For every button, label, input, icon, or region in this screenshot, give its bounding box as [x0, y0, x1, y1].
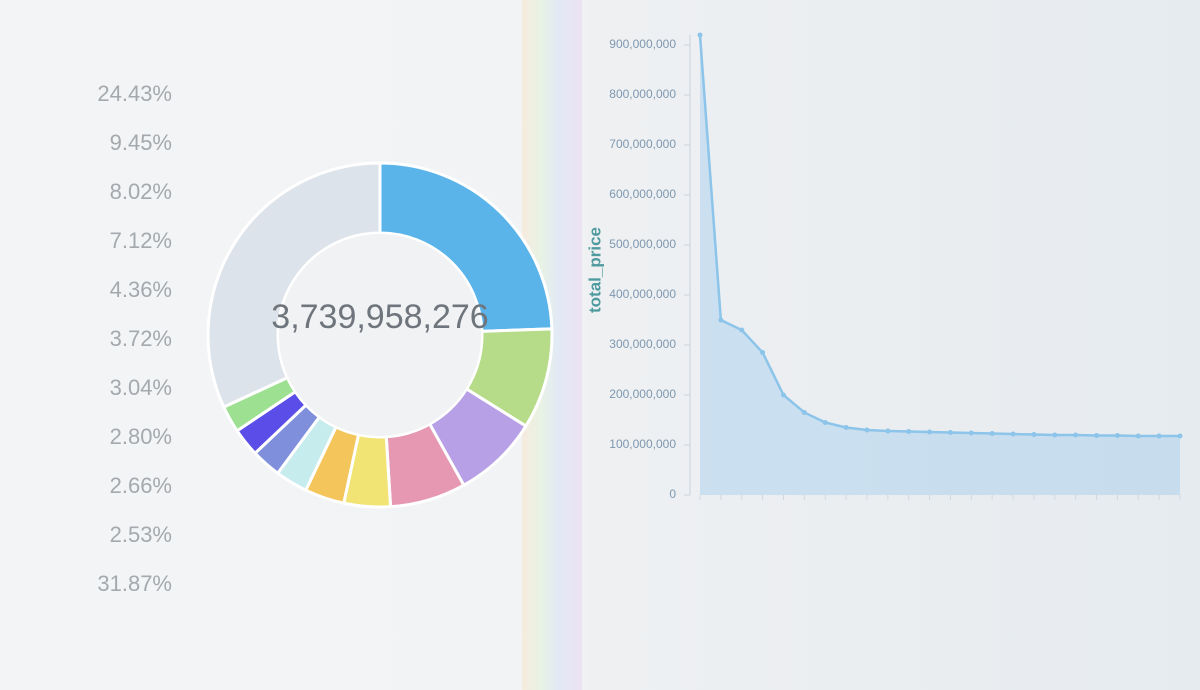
y-tick-label: 400,000,000 [609, 287, 676, 301]
y-tick-label: 300,000,000 [609, 337, 676, 351]
line-point [885, 428, 891, 434]
line-point [1010, 431, 1016, 437]
line-point [739, 327, 745, 333]
y-tick-label: 100,000,000 [609, 437, 676, 451]
line-point [1177, 433, 1183, 439]
legend-percent: 3.72% [110, 326, 172, 351]
line-point [822, 420, 828, 425]
line-point [1156, 433, 1162, 439]
legend-percent: 9.45% [110, 130, 172, 155]
legend-percent: 3.04% [110, 375, 172, 400]
y-tick-label: 0 [669, 487, 676, 501]
y-tick-label: 600,000,000 [609, 187, 676, 201]
line-area [700, 35, 1180, 495]
line-point [1052, 432, 1058, 438]
legend-percent: 2.80% [110, 424, 172, 449]
donut-hole [279, 234, 481, 436]
legend-percent: 8.02% [110, 179, 172, 204]
y-tick-label: 800,000,000 [609, 87, 676, 101]
y-tick-label: 900,000,000 [609, 37, 676, 51]
line-point [947, 430, 953, 435]
donut-center-total: 3,739,958,276 [271, 298, 488, 336]
line-point [843, 425, 849, 430]
line-point [1073, 432, 1079, 438]
donut-segment [378, 161, 554, 333]
line-point [1031, 432, 1037, 437]
donut-segment [206, 161, 382, 409]
y-tick-label: 200,000,000 [609, 387, 676, 401]
line-point [718, 317, 724, 323]
line-point [801, 410, 807, 415]
line-point [968, 430, 974, 436]
legend-percent: 7.12% [110, 228, 172, 253]
line-point [989, 431, 995, 436]
line-point [697, 32, 703, 38]
line-point [864, 427, 870, 433]
line-point [927, 429, 933, 435]
y-tick-label: 700,000,000 [609, 137, 676, 151]
donut-panel: 3,739,958,276 24.43% 9.45% 8.02% 7.12% 4.36% 3… [97, 81, 554, 596]
legend-percent: 31.87% [97, 571, 172, 596]
line-point [906, 429, 912, 434]
y-tick-label: 500,000,000 [609, 237, 676, 251]
line-point [780, 392, 786, 398]
legend-percent: 4.36% [110, 277, 172, 302]
legend-percent: 24.43% [97, 81, 172, 106]
legend-percent: 2.53% [110, 522, 172, 547]
line-point [1114, 433, 1120, 438]
y-axis-title: total_price [585, 227, 604, 313]
line-point [1135, 433, 1141, 439]
line-point [760, 350, 766, 355]
line-point [1094, 433, 1100, 438]
line-panel: 0 100,000,000 200,000,000 300,000,000 400,00… [585, 32, 1183, 501]
line [698, 34, 1180, 438]
legend-percent: 2.66% [110, 473, 172, 498]
